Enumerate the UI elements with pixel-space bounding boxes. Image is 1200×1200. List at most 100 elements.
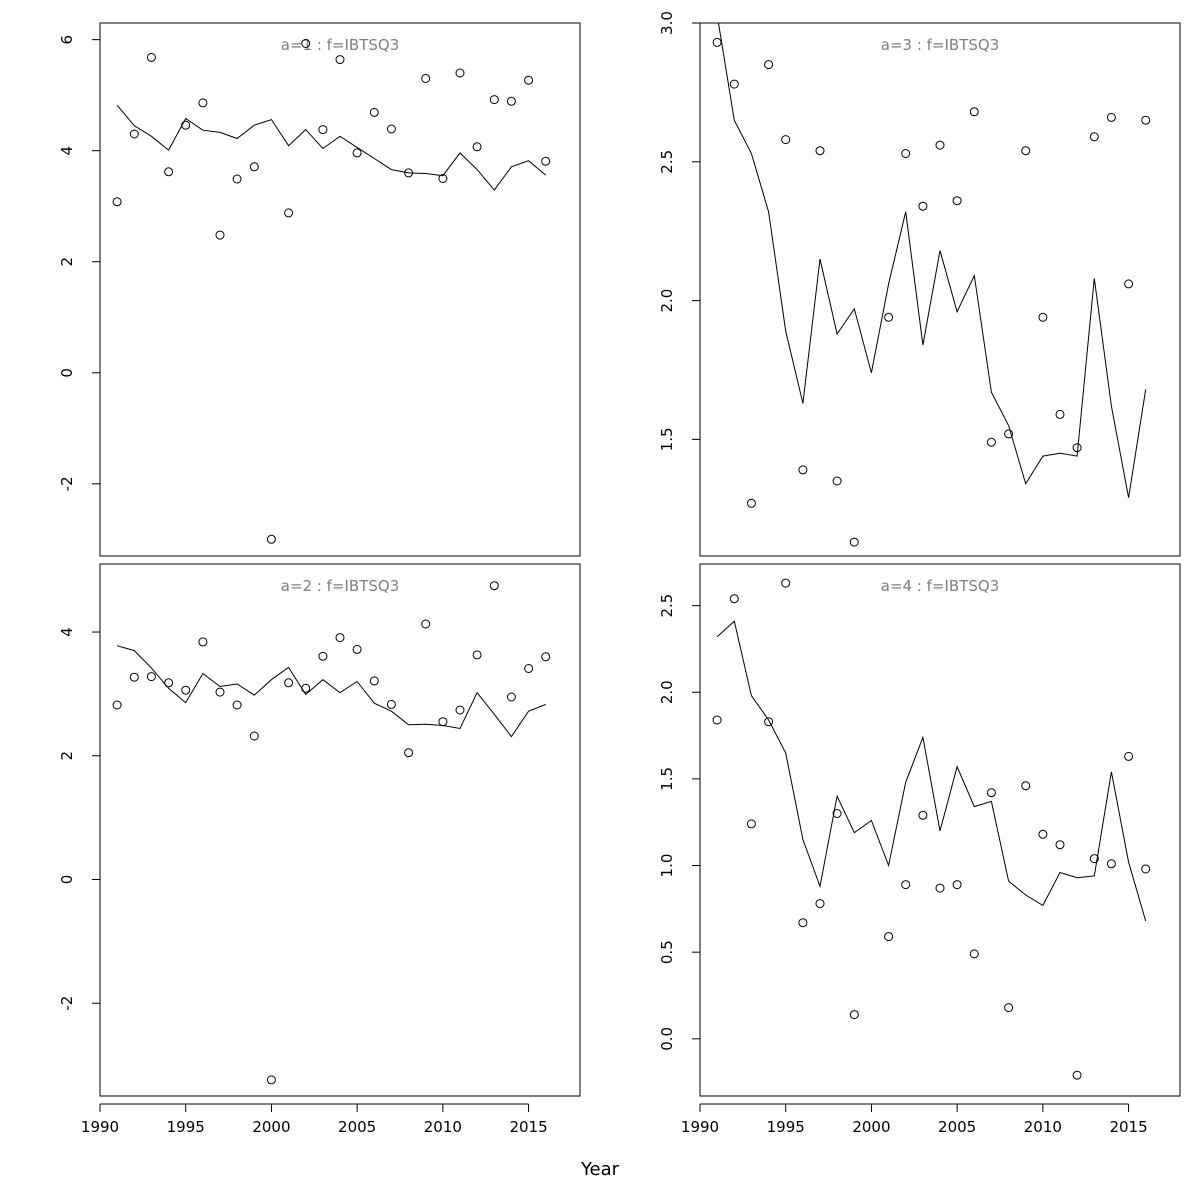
observed-point [249,731,259,741]
observed-point [489,95,499,105]
y-tick-label: 2.5 [658,150,676,174]
observed-point [1124,279,1134,289]
y-tick-label: 0.5 [658,940,676,964]
observed-point [369,676,379,686]
observed-point [884,932,894,942]
y-tick-label: 0 [58,875,76,885]
observed-point [1055,840,1065,850]
fitted-series-line [717,23,1147,498]
observed-point [455,68,465,78]
y-tick-label: 3.0 [658,11,676,35]
observed-point [1072,443,1082,453]
observed-point [935,883,945,893]
observed-point [1004,1003,1014,1013]
panel-3: a=2 : f=IBTSQ3 -2 0 2 4 [58,563,581,1097]
y-tick-label: 0 [58,368,76,378]
observed-point [1124,751,1134,761]
observed-point [318,125,328,135]
observed-point [198,637,208,647]
observed-point [438,174,448,183]
panel-1: a=1 : f=IBTSQ3 -2 0 2 4 6 [58,22,581,557]
fitted-series-line [116,104,547,191]
observed-point [729,594,739,604]
observed-point [352,148,362,158]
observed-point [215,687,225,697]
observed-point [266,534,276,544]
observed-point [1072,1070,1082,1080]
y-tick-label: 4 [58,146,76,156]
observed-point [884,312,894,322]
y-tick-label: 6 [58,35,76,45]
x-axis-label: Year [580,1159,620,1180]
observed-point [918,201,928,211]
panel-2: a=3 : f=IBTSQ3 1.5 2.0 2.5 3.0 [658,11,1181,557]
y-tick-label: 1.5 [658,767,676,791]
observed-point [712,715,722,725]
x-tick-label: 2000 [252,1118,290,1136]
observed-point [1004,429,1014,439]
observed-point [352,644,362,654]
observed-point [369,107,379,117]
observed-point [1106,859,1116,869]
observed-point [798,918,808,928]
y-tick-label: 2.0 [658,680,676,704]
x-tick-label: 2010 [424,1118,462,1136]
observed-point [746,819,756,829]
observed-point [1021,146,1031,156]
observed-point [489,581,499,591]
observed-point [969,107,979,117]
observed-point [249,162,259,172]
observed-point [832,476,842,486]
observed-point [386,124,396,134]
observed-point [969,949,979,959]
y-tick-label: -2 [58,476,76,491]
observed-point [764,60,774,70]
observed-point [129,672,139,682]
observed-point [284,678,294,688]
observed-point [918,810,928,820]
observed-point [952,196,962,206]
observed-point [1089,132,1099,142]
panel-title: a=2 : f=IBTSQ3 [281,577,400,595]
observed-point [232,174,242,184]
observed-point [1106,112,1116,122]
observed-point [284,208,294,218]
observed-point [506,692,516,702]
x-tick-label: 2015 [509,1118,547,1136]
y-tick-label: 0.0 [658,1027,676,1051]
observed-point [404,168,414,178]
observed-point [1141,864,1151,874]
observed-point [849,1010,859,1020]
y-tick-label: 2.0 [658,289,676,313]
observed-point [1089,854,1099,864]
observed-point [901,149,911,158]
observed-point [404,748,414,758]
panel-4: a=4 : f=IBTSQ3 0.0 0.5 1.0 1.5 2.0 2.5 [658,563,1181,1097]
observed-point [935,140,945,150]
y-tick-label: -2 [58,996,76,1011]
observed-point [1021,781,1031,791]
plot-frame [699,22,1181,557]
observed-point [1038,312,1048,322]
plot-frame [99,563,581,1097]
observed-point [781,135,791,145]
plot-frame [99,22,581,557]
x-tick-label: 1995 [767,1118,805,1136]
y-tick-label: 2 [58,257,76,267]
observed-point [832,809,842,818]
x-tick-label: 2005 [338,1118,376,1136]
y-tick-label: 2.5 [658,594,676,618]
observed-point [164,678,174,688]
x-tick-label: 1990 [81,1118,119,1136]
observed-point [181,685,191,695]
observed-point [146,52,156,62]
x-tick-label: 2015 [1109,1118,1147,1136]
y-tick-label: 2 [58,751,76,761]
observed-point [215,230,225,240]
observed-point [506,96,516,106]
observed-point [335,55,345,65]
observed-point [335,633,345,643]
plot-frame [699,563,1181,1097]
observed-point [232,700,242,710]
